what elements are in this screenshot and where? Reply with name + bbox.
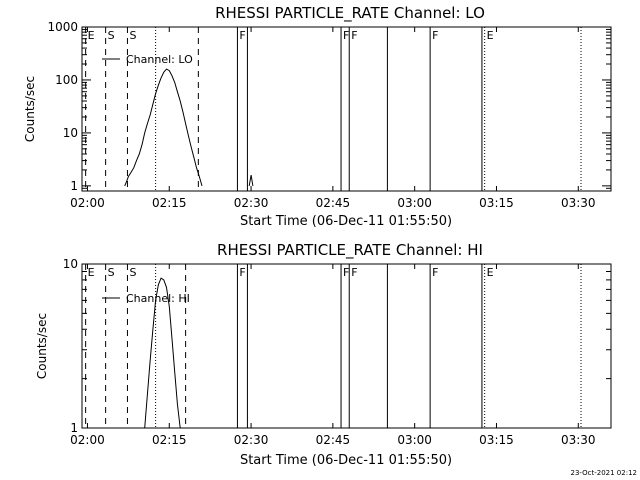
lo-legend: Channel: LO <box>102 53 193 66</box>
hi-chart-title: RHESSI PARTICLE_RATE Channel: HI <box>217 241 483 260</box>
lo-flag-label-2: S <box>129 29 136 42</box>
lo-series <box>124 68 254 187</box>
hi-x-tick-label-6: 03:30 <box>561 433 596 447</box>
hi-y-tick-label-1: 10 <box>63 257 78 271</box>
hi-flag-label-1: S <box>108 266 115 279</box>
hi-legend-label: Channel: HI <box>126 292 190 305</box>
lo-x-tick-label-2: 02:30 <box>234 196 269 210</box>
hi-series-line-0-0 <box>144 277 181 429</box>
hi-y-tick-label-0: 1 <box>70 421 78 435</box>
lo-x-tick-label-3: 02:45 <box>316 196 351 210</box>
hi-plot-frame <box>81 263 612 429</box>
hi-flag-label-8: F <box>351 266 357 279</box>
hi-flag-label-7: F <box>343 266 349 279</box>
lo-flag-label-0: E <box>88 29 95 42</box>
hi-flag-label-10: F <box>432 266 438 279</box>
lo-y-axis: 1 10 100 1000 <box>47 20 611 193</box>
hi-flag-label-5: F <box>239 266 245 279</box>
lo-chart-title: RHESSI PARTICLE_RATE Channel: LO <box>215 4 485 23</box>
lo-y-tick-label-2: 100 <box>55 73 78 87</box>
hi-x-axis: 02:00 02:15 02:30 02:45 03:00 03:15 03:30 <box>70 264 596 447</box>
hi-flag-label-0: E <box>88 266 95 279</box>
lo-flag-label-7: F <box>343 29 349 42</box>
lo-legend-label: Channel: LO <box>126 53 193 66</box>
lo-x-axis: 02:00 02:15 02:30 02:45 03:00 03:15 03:30 <box>70 27 596 210</box>
hi-series <box>144 277 181 429</box>
lo-x-tick-label-6: 03:30 <box>561 196 596 210</box>
lo-plot-frame <box>81 26 612 192</box>
hi-x-axis-label: Start Time (06-Dec-11 01:55:50) <box>240 453 452 468</box>
lo-flag-label-5: F <box>239 29 245 42</box>
lo-y-axis-label: Counts/sec <box>23 76 37 142</box>
hi-x-tick-label-4: 03:00 <box>397 433 432 447</box>
lo-y-tick-label-3: 1000 <box>47 20 78 34</box>
hi-x-tick-label-3: 02:45 <box>316 433 351 447</box>
lo-flag-label-12: E <box>487 29 494 42</box>
hi-y-axis: 1 10 <box>63 257 611 435</box>
hi-legend: Channel: HI <box>102 292 190 305</box>
hi-x-tick-label-5: 03:15 <box>479 433 514 447</box>
lo-x-axis-label: Start Time (06-Dec-11 01:55:50) <box>240 214 452 229</box>
lo-y-tick-label-0: 1 <box>70 179 78 193</box>
lo-flag-label-10: F <box>432 29 438 42</box>
lo-flag-label-8: F <box>351 29 357 42</box>
lo-x-tick-label-0: 02:00 <box>70 196 105 210</box>
generation-timestamp: 23-Oct-2021 02:12 <box>571 469 637 477</box>
hi-flag-label-2: S <box>129 266 136 279</box>
lo-series-line-0-0 <box>124 68 203 187</box>
lo-y-tick-label-1: 10 <box>63 126 78 140</box>
hi-x-tick-label-2: 02:30 <box>234 433 269 447</box>
lo-series-line-0-1 <box>248 175 254 186</box>
lo-flag-label-1: S <box>108 29 115 42</box>
lo-x-tick-label-5: 03:15 <box>479 196 514 210</box>
lo-x-tick-label-1: 02:15 <box>152 196 187 210</box>
hi-y-axis-label: Counts/sec <box>35 313 49 379</box>
lo-x-tick-label-4: 03:00 <box>397 196 432 210</box>
hi-flag-label-12: E <box>487 266 494 279</box>
hi-x-tick-label-0: 02:00 <box>70 433 105 447</box>
hi-x-tick-label-1: 02:15 <box>152 433 187 447</box>
